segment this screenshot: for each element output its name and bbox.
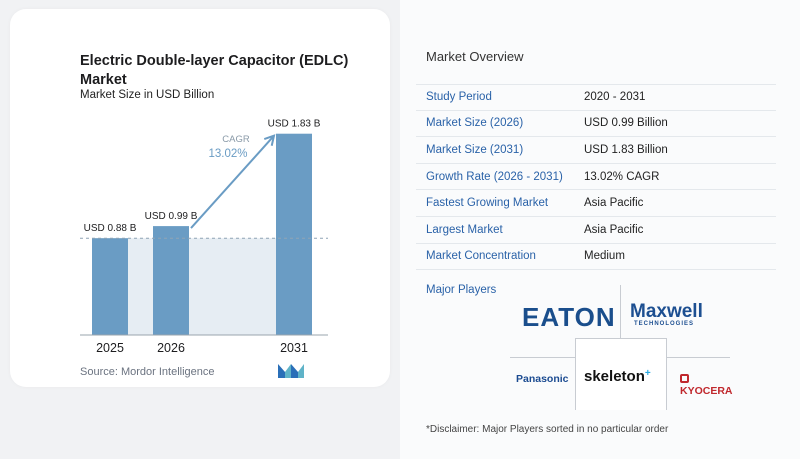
kyocera-mark-icon [680, 374, 689, 383]
overview-value: USD 0.99 Billion [584, 117, 668, 130]
plus-icon: + [644, 368, 651, 379]
data-label: USD 0.99 B [145, 211, 198, 222]
major-players-logos: EATON Maxwell TECHNOLOGIES Panasonic ske… [510, 285, 733, 410]
bar [153, 226, 189, 335]
mordor-logo-icon [278, 364, 304, 378]
overview-label: Study Period [426, 91, 492, 104]
bar-chart: USD 0.88 B USD 0.99 B USD 1.83 B 2025 2026 20… [80, 119, 328, 355]
skeleton-logo-text: skeleton [584, 368, 645, 385]
overview-row: Market Size (2026) USD 0.99 Billion [416, 111, 776, 138]
x-tick-label: 2026 [157, 341, 185, 355]
bar [92, 238, 128, 335]
cagr-label: CAGR [222, 134, 250, 145]
source-text: Source: Mordor Intelligence [80, 366, 215, 378]
overview-row: Largest Market Asia Pacific [416, 217, 776, 244]
maxwell-logo-subtitle: TECHNOLOGIES [634, 321, 695, 327]
overview-row: Growth Rate (2026 - 2031) 13.02% CAGR [416, 164, 776, 191]
overview-label: Market Concentration [426, 250, 536, 263]
major-players-title: Major Players [426, 284, 497, 296]
overview-value: Asia Pacific [584, 197, 644, 210]
chart-subtitle: Market Size in USD Billion [80, 89, 215, 101]
skeleton-logo-box [575, 338, 667, 410]
overview-value: Medium [584, 250, 625, 263]
bar [276, 133, 312, 335]
overview-row: Fastest Growing Market Asia Pacific [416, 190, 776, 217]
overview-value: Asia Pacific [584, 223, 644, 236]
divider [620, 285, 621, 338]
cagr-value: 13.02% [208, 148, 247, 160]
x-tick-label: 2031 [280, 341, 308, 355]
x-tick-label: 2025 [96, 341, 124, 355]
data-label: USD 1.83 B [268, 119, 321, 130]
panasonic-logo: Panasonic [516, 373, 569, 385]
disclaimer: *Disclaimer: Major Players sorted in no … [426, 424, 669, 435]
overview-row: Study Period 2020 - 2031 [416, 84, 776, 111]
overview-title: Market Overview [426, 49, 524, 64]
eaton-logo: EATON [522, 302, 616, 332]
cagr-arrow-head-icon [263, 134, 276, 146]
kyocera-logo: KYOCERA [680, 373, 733, 397]
cagr-arrow-line [190, 135, 275, 229]
divider [510, 357, 575, 358]
overview-row: Market Concentration Medium [416, 244, 776, 271]
overview-value: 2020 - 2031 [584, 91, 646, 104]
overview-value: 13.02% CAGR [584, 170, 660, 183]
overview-label: Market Size (2031) [426, 143, 524, 156]
overview-label: Fastest Growing Market [426, 197, 549, 210]
skeleton-logo: skeleton+ [584, 368, 651, 385]
overview-label: Market Size (2026) [426, 117, 524, 130]
overview-row: Market Size (2031) USD 1.83 Billion [416, 137, 776, 164]
overview-label: Growth Rate (2026 - 2031) [426, 170, 563, 183]
maxwell-logo: Maxwell [630, 301, 703, 322]
overview-table: Study Period 2020 - 2031 Market Size (202… [416, 84, 776, 271]
divider [667, 357, 730, 358]
data-label: USD 0.88 B [84, 223, 137, 234]
chart-title: Electric Double-layer Capacitor (EDLC) M… [80, 53, 349, 88]
overview-label: Largest Market [426, 223, 503, 236]
overview-value: USD 1.83 Billion [584, 143, 668, 156]
kyocera-logo-text: KYOCERA [680, 385, 733, 397]
